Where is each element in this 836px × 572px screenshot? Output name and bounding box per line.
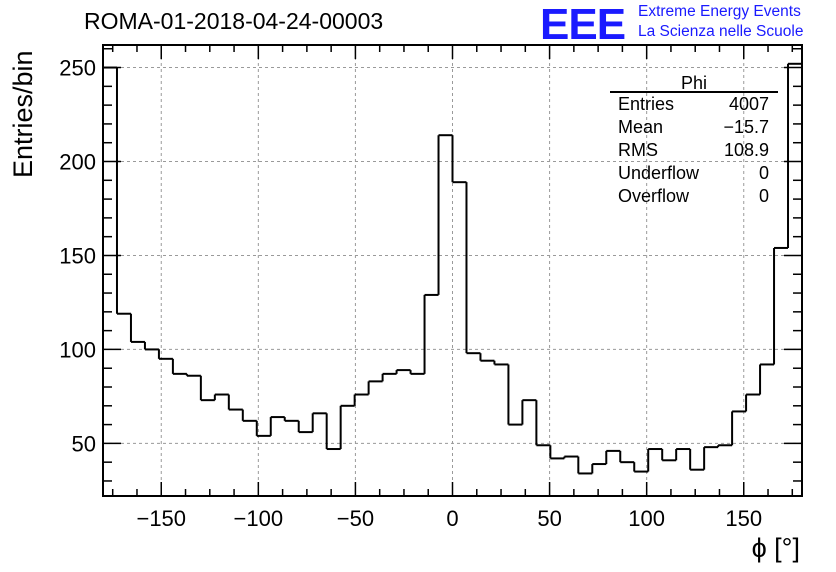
x-tick-label: −100 xyxy=(234,506,284,531)
grid-layer xyxy=(103,45,802,496)
y-tick-label: 100 xyxy=(59,337,96,362)
x-tick-label: 0 xyxy=(446,506,458,531)
x-tick-label: 50 xyxy=(537,506,561,531)
y-tick-label: 200 xyxy=(59,150,96,175)
run-title: ROMA-01-2018-04-24-00003 xyxy=(84,8,384,34)
stats-value: 108.9 xyxy=(724,140,769,160)
stats-rows: Entries 4007 Mean −15.7 RMS 108.9 Underflow 0 Ov… xyxy=(618,94,769,206)
stats-label: Mean xyxy=(618,117,663,137)
x-tick-label: 150 xyxy=(725,506,762,531)
stats-value: 0 xyxy=(759,163,769,183)
stats-box: Phi Entries 4007 Mean −15.7 RMS 108.9 Underflo… xyxy=(610,73,778,206)
x-tick-label: −150 xyxy=(136,506,186,531)
stats-value: 0 xyxy=(759,186,769,206)
ticks-layer xyxy=(103,45,802,496)
stats-label: RMS xyxy=(618,140,658,160)
histogram-layer xyxy=(103,62,802,475)
x-tick-label: −50 xyxy=(337,506,374,531)
x-axis-label: ϕ [°] xyxy=(752,533,800,563)
tick-labels-layer: −150 −100 −50 0 50 100 150 50 100 150 200 250 xyxy=(59,56,762,531)
y-tick-label: 50 xyxy=(72,431,96,456)
y-tick-label: 150 xyxy=(59,243,96,268)
logo-line1: Extreme Energy Events xyxy=(638,3,801,20)
stats-value: −15.7 xyxy=(723,117,769,137)
y-tick-label: 250 xyxy=(59,56,96,81)
stats-label: Underflow xyxy=(618,163,700,183)
stats-title: Phi xyxy=(681,73,707,93)
eee-logo: EEE xyxy=(540,0,626,49)
logo-line2: La Scienza nelle Scuole xyxy=(638,23,804,40)
stats-label: Overflow xyxy=(618,186,690,206)
stats-label: Entries xyxy=(618,94,674,114)
y-axis-label: Entries/bin xyxy=(8,50,38,178)
x-tick-label: 100 xyxy=(628,506,665,531)
stats-value: 4007 xyxy=(729,94,769,114)
